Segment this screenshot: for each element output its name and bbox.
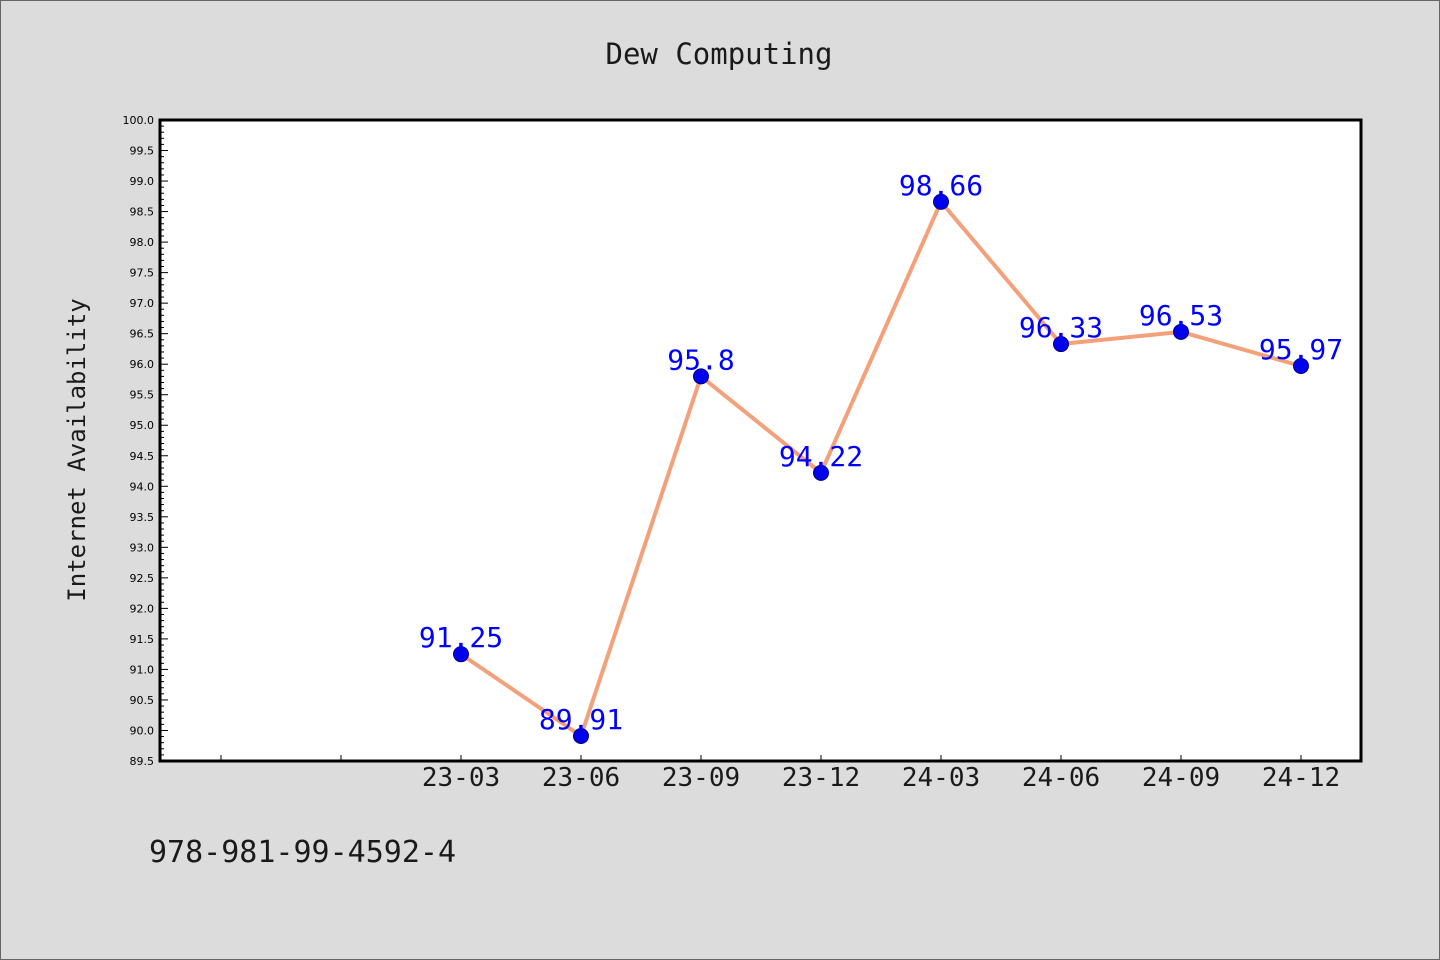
data-label: 95.97 (1259, 333, 1343, 366)
data-point (693, 368, 709, 385)
x-tick-label: 24-03 (902, 763, 980, 793)
data-label: 96.33 (1019, 311, 1103, 344)
plot-area (158, 118, 1363, 763)
y-tick-label: 98.5 (130, 206, 155, 219)
y-tick-label: 94.5 (130, 450, 155, 463)
y-tick-label: 97.0 (130, 297, 155, 310)
y-tick-label: 91.0 (130, 663, 155, 676)
y-tick-label: 96.5 (130, 328, 155, 341)
x-tick-label: 23-03 (422, 763, 500, 793)
data-label: 91.25 (419, 621, 503, 654)
data-point (813, 464, 829, 481)
data-label: 94.22 (779, 440, 863, 473)
x-tick-label: 24-09 (1142, 763, 1220, 793)
y-tick-label: 93.0 (130, 541, 155, 554)
data-point (1173, 323, 1189, 340)
y-tick-label: 97.5 (130, 267, 155, 280)
y-tick-label: 90.0 (130, 724, 155, 737)
y-tick-label: 93.5 (130, 511, 155, 524)
data-label: 96.53 (1139, 299, 1223, 332)
data-label: 98.66 (899, 169, 983, 202)
x-tick-label: 23-12 (782, 763, 860, 793)
x-tick-label: 24-06 (1022, 763, 1100, 793)
data-point (1053, 336, 1069, 353)
y-tick-label: 99.0 (130, 175, 155, 188)
y-tick-label: 91.5 (130, 633, 155, 646)
x-tick-label: 23-06 (542, 763, 620, 793)
y-tick-label: 95.5 (130, 389, 155, 402)
y-tick-label: 92.5 (130, 572, 155, 585)
data-point (1293, 358, 1309, 375)
series-line (459, 199, 1303, 738)
data-point (573, 727, 589, 744)
y-axis-label: Internet Availability (63, 298, 91, 601)
data-label: 89.91 (539, 703, 623, 736)
series-group: 91.25 89.91 95.8 94.22 98.66 96.33 96.53 95.97 (419, 169, 1343, 744)
footer-isbn-text: 978-981-99-4592-4 (149, 835, 457, 870)
y-tick-label: 99.5 (130, 145, 155, 158)
chart-title: Dew Computing (606, 37, 833, 71)
x-tick-label: 23-09 (662, 763, 740, 793)
y-tick-label: 98.0 (130, 236, 155, 249)
x-tick-label: 24-12 (1262, 763, 1340, 793)
y-tick-label: 95.0 (130, 419, 155, 432)
data-label: 95.8 (667, 343, 734, 376)
data-point (453, 646, 469, 663)
x-axis-ticks: 23-03 23-06 23-09 23-12 24-03 24-06 24-09 24-12 (220, 755, 1340, 793)
y-tick-label: 100.0 (123, 114, 155, 127)
y-axis-ticks: 89.5 90.0 90.5 91.0 91.5 92.0 92.5 93.0 93.5 94.0… (123, 114, 168, 768)
y-tick-label: 90.5 (130, 694, 155, 707)
data-point (933, 193, 949, 210)
y-tick-label: 92.0 (130, 602, 155, 615)
y-tick-label: 94.0 (130, 480, 155, 493)
y-tick-label: 89.5 (130, 755, 155, 768)
y-tick-label: 96.0 (130, 358, 155, 371)
